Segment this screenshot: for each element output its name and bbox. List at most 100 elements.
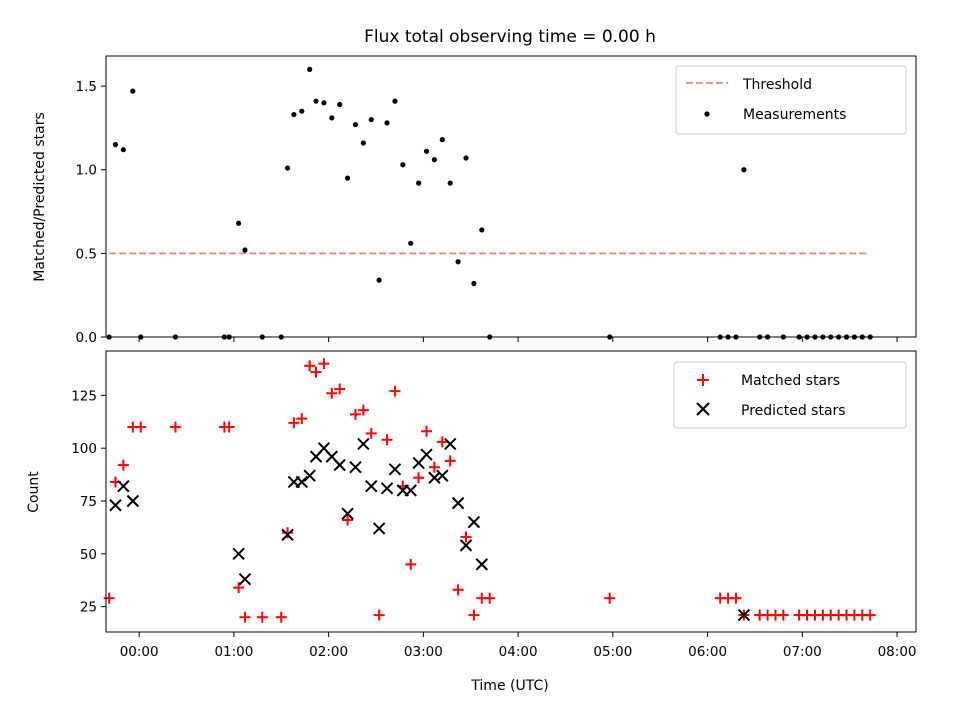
measurement-point — [242, 247, 248, 253]
matched-star-point — [357, 404, 369, 416]
predicted-star-stroke — [238, 572, 252, 586]
measurement-point — [360, 140, 366, 146]
predicted-star-stroke — [349, 460, 362, 474]
predicted-star-point — [349, 460, 362, 474]
measurement-point — [368, 116, 374, 123]
x-tick-label: 04:00 — [499, 644, 538, 660]
predicted-star-stroke — [475, 558, 488, 571]
matched-star-point — [349, 408, 361, 420]
measurement-point — [236, 220, 242, 226]
x-tick-label: 06:00 — [688, 644, 727, 660]
matched-star-point — [334, 383, 346, 395]
predicted-star-stroke — [341, 507, 354, 520]
matched-star-point — [310, 366, 322, 378]
bottom-chart-x-label: Time (UTC) — [470, 678, 548, 694]
predicted-star-stroke — [295, 475, 308, 489]
predicted-star-point — [459, 539, 473, 552]
predicted-star-point — [388, 463, 402, 476]
bottom-legend-frame — [673, 361, 907, 429]
predicted-star-point — [341, 507, 354, 520]
measurement-point — [329, 115, 335, 121]
matched-star-point — [223, 421, 235, 433]
measurement-point — [431, 157, 438, 163]
x-tick-label: 01:00 — [214, 644, 253, 660]
y-tick-label: 0.5 — [76, 246, 97, 262]
predicted-star-point — [436, 469, 449, 482]
matched-star-point — [405, 558, 417, 570]
bottom-chart-x-axis: 00:00 01:00 02:00 03:00 04:00 05:00 06:00 07:00… — [120, 632, 917, 660]
measurement-point — [130, 88, 136, 94]
predicted-star-stroke — [436, 469, 449, 482]
predicted-star-point — [467, 515, 481, 529]
matched-star-point — [777, 609, 789, 621]
top-chart-y-label: Matched/Predicted stars — [32, 112, 48, 282]
matched-star-point — [381, 434, 393, 446]
predicted-star-point — [232, 547, 245, 561]
predicted-star-point — [737, 608, 751, 622]
top-chart-x-ticks — [138, 337, 898, 342]
matched-star-point — [135, 421, 147, 433]
predicted-star-point — [428, 471, 441, 484]
measurement-point — [479, 227, 485, 233]
measurement-point — [284, 165, 291, 171]
matched-star-point — [233, 582, 245, 594]
measurement-point — [344, 175, 351, 181]
bottom-chart-y-label: Count — [26, 471, 42, 513]
predicted-star-stroke — [388, 463, 402, 476]
y-tick-label: 25 — [80, 600, 97, 616]
x-tick-label: 08:00 — [878, 644, 917, 660]
predicted-star-stroke — [451, 496, 465, 510]
matched-star-point — [436, 436, 448, 448]
y-tick-label: 50 — [80, 547, 97, 563]
matched-star-point — [169, 421, 181, 433]
predicted-star-stroke — [281, 528, 294, 542]
predicted-star-point — [444, 437, 457, 451]
measurement-point — [376, 277, 382, 283]
predicted-star-point — [451, 496, 465, 510]
matched-star-point — [304, 360, 316, 372]
top-chart-frame — [105, 55, 917, 338]
matched-star-point — [318, 358, 330, 370]
x-tick-label: 05:00 — [593, 644, 632, 660]
predicted-star-stroke — [325, 450, 338, 463]
predicted-star-stroke — [117, 480, 130, 493]
predicted-star-stroke — [109, 499, 122, 512]
predicted-star-stroke — [428, 471, 441, 484]
bottom-chart-marks — [103, 358, 876, 623]
y-tick-label: 100 — [71, 441, 97, 457]
predicted-star-point — [333, 458, 346, 472]
measurement-point — [408, 240, 414, 246]
x-tick-label: 03:00 — [404, 644, 443, 660]
bottom-legend-predicted-swatch — [696, 402, 710, 416]
predicted-star-point — [365, 480, 378, 493]
measurement-point — [337, 101, 343, 108]
predicted-star-point — [281, 528, 294, 542]
matched-star-point — [365, 427, 377, 439]
matched-star-point — [389, 385, 401, 397]
y-tick-label: 0.0 — [76, 330, 97, 346]
matched-star-point — [288, 417, 300, 429]
predicted-star-point — [238, 572, 252, 586]
measurement-point — [112, 142, 119, 148]
predicted-star-point — [295, 475, 308, 489]
predicted-star-stroke — [372, 522, 386, 535]
top-chart-legend: Threshold Measurements — [675, 65, 907, 135]
predicted-star-stroke — [380, 482, 394, 495]
matched-star-point — [239, 611, 251, 623]
predicted-star-stroke — [404, 484, 417, 497]
x-tick-label: 07:00 — [783, 644, 822, 660]
measurement-point — [439, 137, 445, 143]
top-legend-measurements-label: Measurements — [743, 107, 846, 123]
y-tick-label: 75 — [80, 494, 97, 510]
predicted-star-stroke — [737, 608, 751, 622]
top-chart: 0.0 0.5 1.0 1.5 Matched/Predicted stars Thr… — [32, 55, 917, 346]
predicted-star-stroke — [444, 437, 457, 451]
matched-star-point — [256, 611, 268, 623]
predicted-star-stroke — [459, 539, 473, 552]
predicted-star-point — [357, 437, 370, 451]
measurement-point — [299, 108, 305, 114]
matched-star-point — [103, 592, 115, 604]
predicted-star-stroke — [467, 515, 481, 529]
top-chart-y-axis: 0.0 0.5 1.0 1.5 — [76, 79, 106, 346]
measurement-point — [455, 259, 461, 265]
